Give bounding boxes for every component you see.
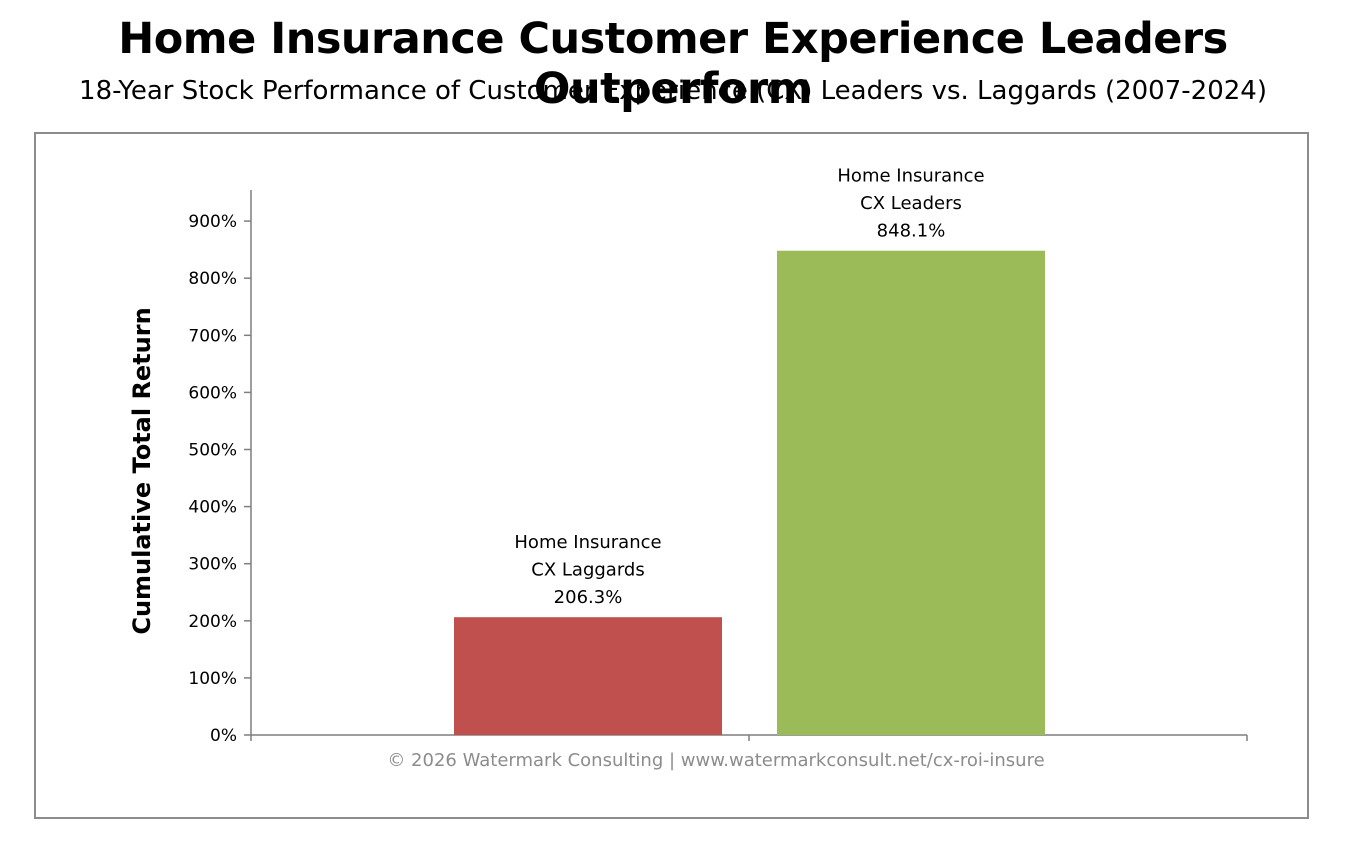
y-tick-label: 300% [188,555,237,575]
bars [454,250,1045,735]
data-label: CX Laggards [531,560,644,581]
data-label: CX Leaders [860,193,962,214]
bar-laggards [454,617,722,735]
y-tick-label: 600% [188,383,237,403]
y-tick-label: 900% [188,212,237,232]
axes: 0% 100% 200% 300% 400% 500% 600% 700% 800% 900% [188,190,1248,746]
y-tick-label: 0% [210,726,237,746]
data-label: 848.1% [877,221,946,242]
chart-title: Home Insurance Customer Experience Leade… [118,14,1228,114]
chart-subtitle: 18-Year Stock Performance of Customer Ex… [79,76,1267,106]
y-tick-label: 700% [188,326,237,346]
y-tick-label: 500% [188,441,237,461]
y-tick-label: 800% [188,269,237,289]
data-label: Home Insurance [514,532,661,553]
y-tick-label: 400% [188,498,237,518]
bar-leaders [777,250,1045,735]
chart-frame [34,132,1309,819]
data-label: Home Insurance [837,166,984,187]
y-tick-label: 200% [188,612,237,632]
data-labels: Home Insurance CX Laggards 206.3% Home Insu… [514,166,984,608]
data-label: 206.3% [554,587,623,608]
y-axis-label: Cumulative Total Return [128,307,156,634]
y-tick-label: 100% [188,669,237,689]
watermark-footnote: © 2026 Watermark Consulting | www.waterm… [387,750,1044,771]
